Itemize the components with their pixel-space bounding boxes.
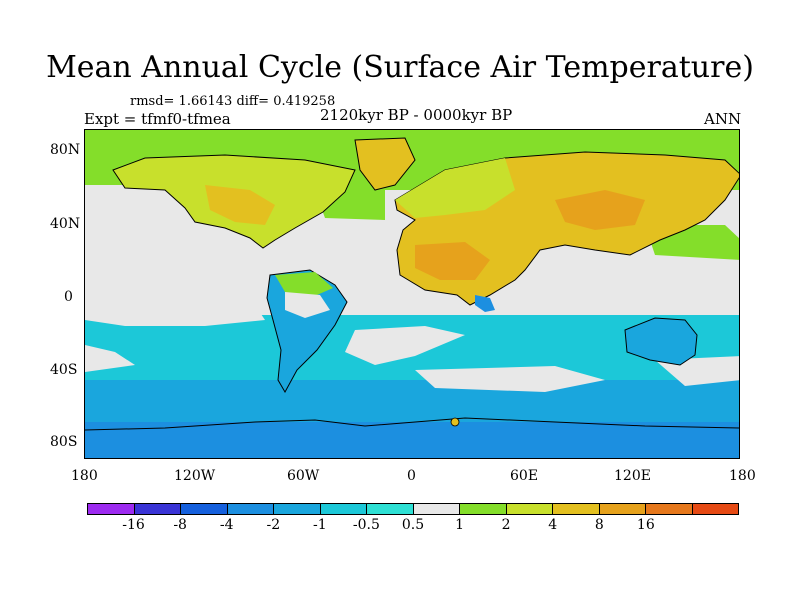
antarctic-coastline: [85, 417, 739, 431]
europe: [395, 158, 515, 218]
lon-label-120w: 120W: [174, 468, 216, 484]
colorbar-swatch: [274, 504, 321, 514]
colorbar-swatch: [181, 504, 228, 514]
colorbar-label: -8: [173, 517, 187, 533]
colorbar-label: -1: [313, 517, 327, 533]
colorbar-label: 8: [594, 517, 604, 533]
greenland: [354, 137, 416, 191]
lat-label-40n: 40N: [50, 216, 81, 232]
east-africa-cool: [475, 295, 495, 312]
amazon-neutral: [285, 292, 330, 318]
colorbar-label: 4: [548, 517, 558, 533]
colorbar-label: 1: [455, 517, 465, 533]
lon-label-180w: 180: [71, 468, 98, 484]
colorbar-swatch: [227, 504, 274, 514]
colorbar-swatch: [460, 504, 507, 514]
colorbar-swatch: [413, 504, 460, 514]
colorbar-swatch: [320, 504, 367, 514]
colorbar-swatch: [646, 504, 693, 514]
chart-title: Mean Annual Cycle (Surface Air Temperatu…: [46, 50, 754, 85]
stats-line: rmsd= 1.66143 diff= 0.419258: [130, 94, 336, 109]
colorbar-swatch: [599, 504, 646, 514]
antarctic-band: [85, 422, 739, 458]
colorbar-swatch: [88, 504, 135, 514]
colorbar-label: -16: [122, 517, 145, 533]
sw-pacific-neutral: [85, 345, 135, 372]
amazon-warm: [275, 272, 333, 298]
lat-label-80s: 80S: [50, 434, 78, 450]
colorbar-swatch: [134, 504, 181, 514]
colorbar-label: 0.5: [401, 517, 425, 533]
lat-label-40s: 40S: [50, 362, 78, 378]
colorbar-label: -2: [266, 517, 281, 533]
lon-label-120e: 120E: [614, 468, 651, 484]
colorbar-label: -4: [219, 517, 234, 533]
antarctic-warm-spot: [450, 417, 460, 427]
australia: [624, 317, 698, 366]
temperature-anomaly-map: [85, 130, 739, 458]
period-label: 2120kyr BP - 0000kyr BP: [320, 106, 513, 124]
season-label: ANN: [704, 110, 742, 128]
lat-label-0: 0: [64, 289, 73, 305]
lon-label-180e: 180: [729, 468, 756, 484]
south-pacific-neutral: [85, 295, 265, 326]
lat-label-80n: 80N: [50, 142, 81, 158]
lon-label-60e: 60E: [510, 468, 539, 484]
colorbar-swatch: [367, 504, 414, 514]
colorbar-swatch: [553, 504, 600, 514]
colorbar-label: 16: [636, 517, 655, 533]
north-america-warm: [205, 185, 275, 225]
lon-label-0: 0: [407, 468, 416, 484]
central-asia-warm: [555, 190, 645, 230]
colorbar-label: 2: [501, 517, 511, 533]
colorbar-swatch: [506, 504, 553, 514]
colorbar-swatch: [692, 504, 738, 514]
map-plot: [84, 129, 740, 459]
sahara-warm: [415, 242, 490, 280]
south-atlantic-neutral: [345, 326, 465, 365]
colorbar: [87, 503, 739, 515]
east-pacific-neutral: [85, 215, 185, 255]
lon-label-60w: 60W: [287, 468, 320, 484]
southern-indian-neutral: [415, 366, 605, 392]
experiment-label: Expt = tfmf0-tfmea: [84, 110, 231, 128]
colorbar-label: -0.5: [352, 517, 380, 533]
